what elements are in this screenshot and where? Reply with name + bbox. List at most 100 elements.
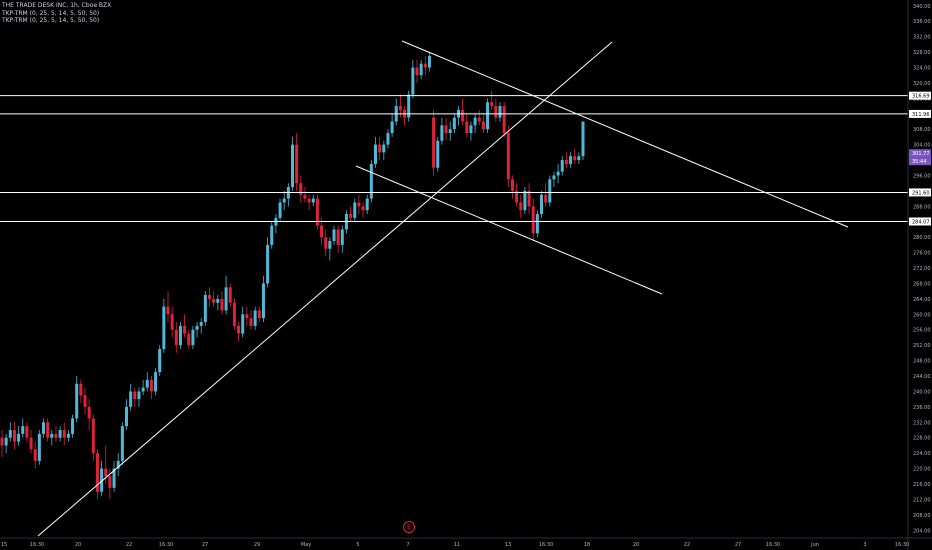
- candle-body: [195, 325, 199, 330]
- candle-body: [199, 322, 203, 326]
- candle: [353, 198, 357, 222]
- candle-body: [282, 198, 286, 203]
- candle: [486, 98, 490, 134]
- y-tick-label: 260.00: [913, 312, 931, 318]
- candle: [349, 206, 353, 222]
- trend-line-down-upper: [401, 40, 849, 228]
- earnings-icon[interactable]: E: [403, 521, 415, 533]
- candle-body: [386, 133, 390, 145]
- trend-line-down-lower: [355, 165, 663, 295]
- candle-body: [62, 430, 66, 438]
- candle: [42, 418, 45, 438]
- legend-symbol[interactable]: THE TRADE DESK INC, 1h, Cboe BZX: [2, 2, 112, 9]
- candle: [212, 291, 216, 307]
- candle: [46, 418, 50, 442]
- candle: [54, 426, 58, 442]
- x-tick-label: 22: [684, 542, 690, 548]
- candle: [183, 314, 187, 338]
- candle-body: [8, 430, 12, 438]
- candle-body: [95, 453, 99, 492]
- candle-body: [436, 140, 440, 168]
- candle-body: [535, 214, 539, 234]
- candle-body: [75, 383, 79, 419]
- candle: [170, 306, 174, 338]
- candle: [58, 426, 62, 442]
- candle: [228, 283, 232, 307]
- candle-body: [510, 179, 514, 191]
- candle: [465, 113, 469, 137]
- candle-body: [100, 468, 104, 492]
- candle: [253, 306, 257, 330]
- candle: [427, 52, 431, 72]
- candle: [25, 422, 29, 442]
- candle: [278, 198, 282, 222]
- candle-body: [328, 241, 332, 249]
- candle-body: [291, 144, 294, 188]
- candle-body: [307, 198, 311, 203]
- x-tick-label: 16:30: [539, 542, 553, 548]
- candle: [133, 387, 137, 407]
- candle-body: [174, 329, 178, 346]
- candle: [560, 156, 564, 176]
- y-tick-label: 304.00: [913, 143, 931, 149]
- candle: [490, 90, 494, 110]
- candle: [569, 152, 573, 168]
- candle: [336, 225, 340, 253]
- candle-body: [295, 144, 299, 184]
- candle: [191, 325, 195, 350]
- candle: [535, 210, 539, 238]
- candle: [303, 187, 307, 203]
- candle: [436, 136, 440, 172]
- legend-indicator-2[interactable]: TKP-TRM (0, 25, 5, 14, 5, 50, 50): [2, 17, 100, 24]
- candle: [365, 194, 369, 215]
- candle-body: [4, 437, 8, 446]
- candle: [87, 399, 91, 431]
- candle-body: [104, 468, 108, 477]
- candle: [100, 460, 104, 496]
- candle: [457, 106, 460, 126]
- candle: [469, 121, 473, 141]
- x-tick-label: 20: [633, 542, 639, 548]
- candle-body: [448, 129, 452, 134]
- legend-indicator-1[interactable]: TKP-TRM (0, 25, 5, 14, 5, 50, 50): [2, 9, 100, 17]
- candle: [241, 306, 245, 338]
- candle-body: [91, 418, 95, 454]
- y-tick-label: 332.00: [913, 35, 931, 41]
- candle: [581, 121, 585, 161]
- chart-legend: THE TRADE DESK INC, 1h, Cboe BZX TKP-TRM…: [2, 2, 111, 25]
- y-tick-label: 280.00: [913, 235, 931, 241]
- candle: [178, 322, 182, 350]
- x-tick-label: 16:30: [159, 542, 173, 548]
- candle-body: [71, 418, 75, 434]
- candle: [440, 117, 444, 145]
- candle: [299, 175, 303, 203]
- candle-body: [50, 433, 54, 438]
- y-tick-label: 212.00: [913, 497, 931, 503]
- candle: [154, 368, 158, 396]
- y-tick-label: 204.00: [913, 528, 931, 534]
- candle-body: [523, 190, 527, 211]
- candle-body: [427, 55, 431, 68]
- candle: [328, 237, 332, 261]
- candle-body: [266, 244, 270, 284]
- candle-body: [349, 214, 353, 218]
- level-label-bg: [909, 109, 931, 118]
- candle-body: [477, 117, 481, 122]
- candle-body: [527, 190, 531, 207]
- candle: [556, 163, 560, 184]
- candle: [419, 59, 423, 80]
- candle-body: [357, 202, 361, 207]
- candle: [544, 183, 548, 207]
- level-label: 284.07: [912, 219, 930, 225]
- y-tick-label: 240.00: [913, 389, 931, 395]
- candle-body: [506, 133, 510, 180]
- candle-body: [108, 476, 112, 488]
- candle: [552, 171, 556, 188]
- candle-body: [46, 422, 50, 438]
- candle: [386, 129, 390, 149]
- candle-body: [54, 433, 58, 438]
- candle-body: [490, 102, 494, 107]
- candle: [21, 418, 25, 438]
- candle-body: [212, 298, 216, 303]
